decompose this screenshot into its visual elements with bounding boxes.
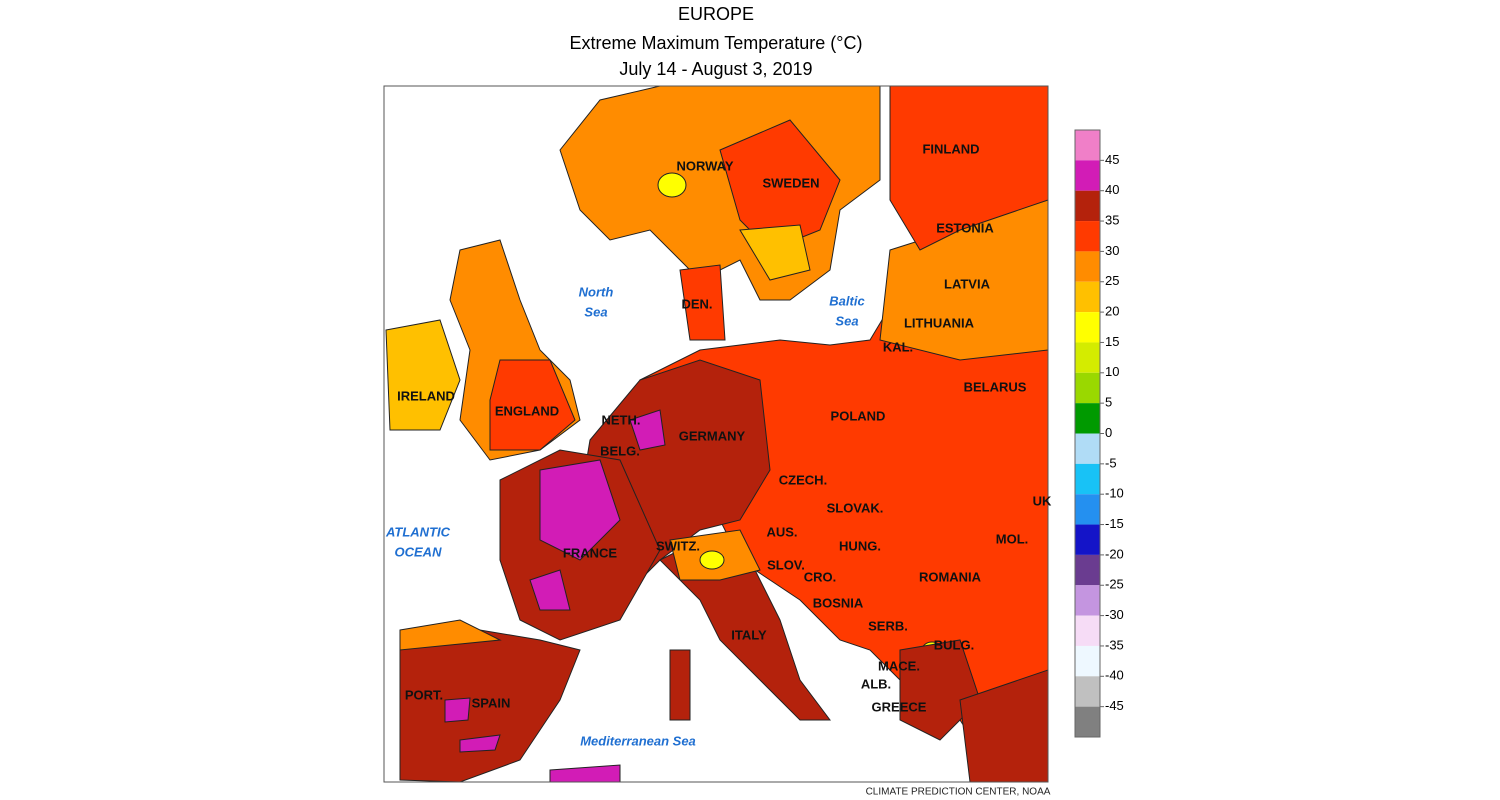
country-label: NORWAY — [676, 158, 733, 173]
country-label: BULG. — [934, 637, 974, 652]
legend-tick-label: -25 — [1105, 577, 1124, 592]
sea-label: ATLANTIC — [385, 524, 451, 539]
legend-swatch — [1075, 403, 1100, 434]
country-label: IRELAND — [397, 388, 455, 403]
legend-swatch — [1075, 433, 1100, 464]
sea-label: Mediterranean Sea — [580, 733, 696, 748]
sea-label: Sea — [835, 313, 858, 328]
legend-swatch — [1075, 554, 1100, 586]
country-label: CRO. — [804, 569, 837, 584]
legend-swatch — [1075, 494, 1100, 525]
country-label: GERMANY — [679, 428, 746, 443]
country-label: UK — [1033, 493, 1052, 508]
legend-swatch — [1075, 463, 1100, 495]
legend-swatch — [1075, 221, 1100, 252]
legend-swatch — [1075, 251, 1100, 282]
country-label: PORT. — [405, 687, 443, 702]
country-label: MOL. — [996, 531, 1029, 546]
legend-tick-label: 40 — [1105, 182, 1119, 197]
country-label: SLOV. — [767, 557, 805, 572]
legend-swatch — [1075, 706, 1100, 737]
legend-swatch — [1075, 312, 1100, 343]
country-label: SWEDEN — [762, 175, 819, 190]
legend-tick-label: -45 — [1105, 698, 1124, 713]
legend-swatch — [1075, 645, 1100, 677]
legend-tick-label: -20 — [1105, 546, 1124, 561]
period: July 14 - August 3, 2019 — [619, 59, 812, 79]
country-label: POLAND — [831, 408, 886, 423]
legend-swatch — [1075, 190, 1100, 222]
country-label: SERB. — [868, 618, 908, 633]
legend-tick-label: -40 — [1105, 668, 1124, 683]
country-label: ESTONIA — [936, 220, 994, 235]
legend-tick-label: -30 — [1105, 607, 1124, 622]
legend-swatch — [1075, 676, 1100, 707]
country-label: ALB. — [861, 676, 891, 691]
country-label: BOSNIA — [813, 595, 864, 610]
country-label: ROMANIA — [919, 569, 982, 584]
country-label: SWITZ. — [656, 538, 700, 553]
sea-label: Sea — [584, 304, 607, 319]
legend-tick-label: 30 — [1105, 243, 1119, 258]
title: EUROPE — [678, 4, 754, 24]
subtitle: Extreme Maximum Temperature (°C) — [570, 33, 863, 53]
country-label: SLOVAK. — [827, 500, 884, 515]
legend-tick-label: 15 — [1105, 334, 1119, 349]
country-label: BELG. — [600, 443, 640, 458]
legend-tick-label: 20 — [1105, 304, 1119, 319]
country-label: LATVIA — [944, 276, 991, 291]
legend-tick-label: 35 — [1105, 212, 1119, 227]
country-label: MACE. — [878, 658, 920, 673]
country-label: FINLAND — [922, 141, 979, 156]
country-label: CZECH. — [779, 472, 827, 487]
country-label: ITALY — [731, 627, 767, 642]
legend-swatch — [1075, 372, 1100, 404]
country-label: ENGLAND — [495, 403, 559, 418]
legend-swatch — [1075, 585, 1100, 616]
country-label: FRANCE — [563, 545, 617, 560]
map-frame — [383, 85, 1049, 783]
sea-label: OCEAN — [395, 544, 443, 559]
country-label: BELARUS — [964, 379, 1027, 394]
country-label: DEN. — [681, 296, 712, 311]
legend-swatch — [1075, 160, 1100, 191]
legend-swatch — [1075, 130, 1100, 161]
country-label: KAL. — [883, 339, 913, 354]
country-label: HUNG. — [839, 538, 881, 553]
legend-tick-label: -35 — [1105, 637, 1124, 652]
sea-label: North — [579, 284, 614, 299]
country-label: LITHUANIA — [904, 315, 975, 330]
legend-swatch — [1075, 342, 1100, 373]
legend-swatch — [1075, 524, 1100, 555]
country-label: GREECE — [872, 699, 927, 714]
legend-swatch — [1075, 615, 1100, 646]
legend-tick-label: -10 — [1105, 486, 1124, 501]
map-area — [384, 86, 1048, 782]
credit: CLIMATE PREDICTION CENTER, NOAA — [866, 787, 1051, 798]
legend-swatch — [1075, 281, 1100, 313]
sea-label: Baltic — [829, 293, 865, 308]
legend-tick-label: 0 — [1105, 425, 1112, 440]
legend-tick-label: 25 — [1105, 273, 1119, 288]
legend-tick-label: 5 — [1105, 395, 1112, 410]
legend-tick-label: -5 — [1105, 455, 1117, 470]
country-label: SPAIN — [472, 695, 511, 710]
legend-tick-label: 10 — [1105, 364, 1119, 379]
country-label: AUS. — [766, 524, 797, 539]
legend-tick-label: -15 — [1105, 516, 1124, 531]
country-label: NETH. — [602, 412, 641, 427]
legend-tick-label: 45 — [1105, 152, 1119, 167]
